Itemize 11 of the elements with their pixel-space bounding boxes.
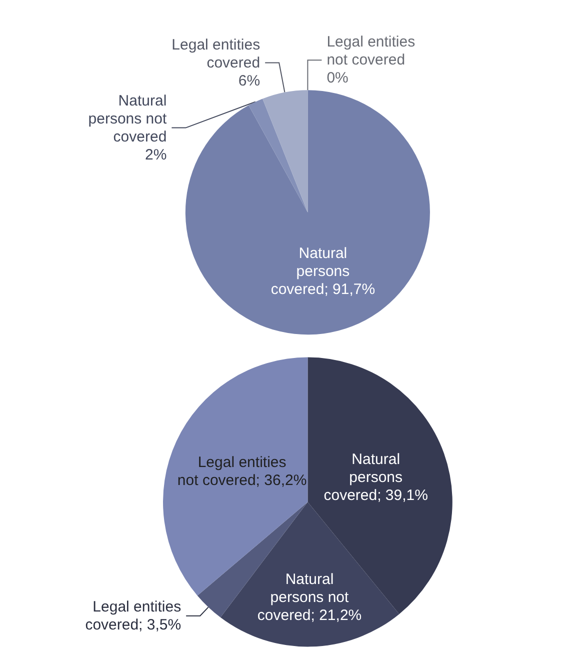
slice-label: Natural persons not covered — [88, 92, 168, 146]
data-label: 2% — [144, 146, 167, 164]
text: 0% — [326, 70, 348, 87]
slice-label: Legal entities covered — [172, 36, 260, 72]
data-label: 6% — [238, 72, 260, 90]
slice-label: Legal entities not covered; 36,2% — [177, 454, 307, 490]
slice-label: Natural persons covered; 91,7% — [270, 245, 376, 298]
slice-label: Natural persons covered; 39,1% — [324, 451, 428, 504]
slice-label: Legal entities covered; 3,5% — [85, 598, 182, 634]
slice-label: Natural persons not covered; 21,2% — [257, 570, 362, 624]
category-label: Legal entities not covered — [326, 34, 416, 69]
